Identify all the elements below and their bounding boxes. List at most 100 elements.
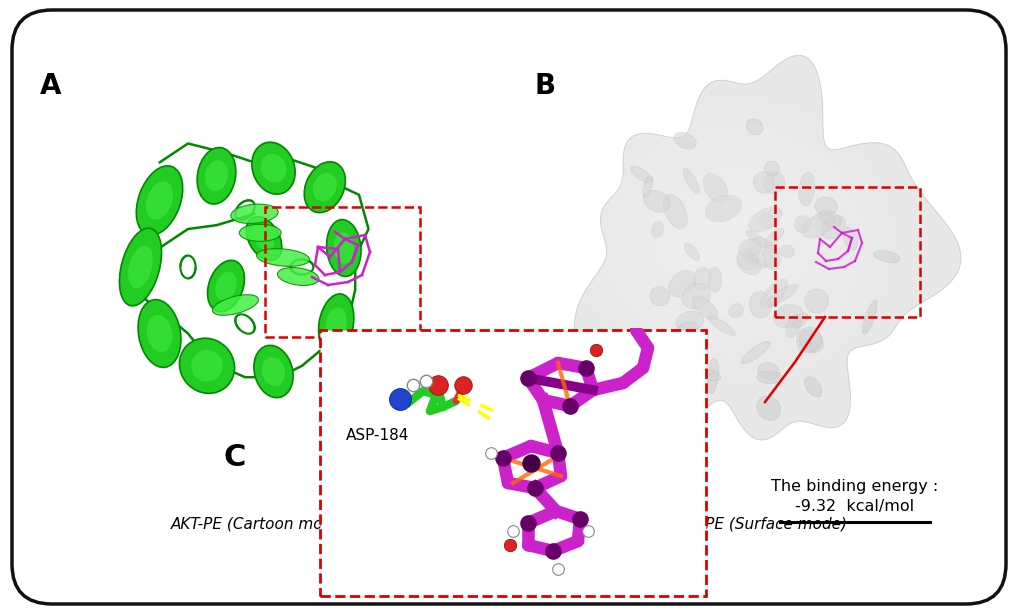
Point bbox=[520, 518, 536, 528]
Point bbox=[391, 394, 408, 404]
Ellipse shape bbox=[804, 289, 827, 313]
Ellipse shape bbox=[799, 330, 822, 353]
Bar bbox=[265, 207, 420, 337]
Ellipse shape bbox=[683, 168, 699, 194]
Point bbox=[579, 526, 595, 536]
Ellipse shape bbox=[759, 279, 787, 308]
Text: B: B bbox=[535, 72, 555, 100]
Ellipse shape bbox=[759, 213, 773, 228]
Ellipse shape bbox=[756, 396, 780, 420]
Ellipse shape bbox=[736, 250, 757, 270]
Ellipse shape bbox=[205, 160, 228, 192]
Ellipse shape bbox=[842, 227, 857, 250]
Point bbox=[520, 373, 536, 383]
Text: -9.32  kcal/mol: -9.32 kcal/mol bbox=[795, 499, 914, 515]
Point bbox=[587, 345, 603, 355]
Ellipse shape bbox=[820, 215, 845, 239]
Ellipse shape bbox=[262, 357, 285, 386]
Ellipse shape bbox=[138, 300, 180, 367]
Ellipse shape bbox=[304, 162, 345, 212]
Ellipse shape bbox=[277, 267, 319, 285]
Text: A: A bbox=[40, 72, 61, 100]
Ellipse shape bbox=[212, 295, 258, 315]
Ellipse shape bbox=[741, 341, 769, 364]
Ellipse shape bbox=[649, 287, 669, 306]
Ellipse shape bbox=[763, 172, 784, 193]
Ellipse shape bbox=[752, 172, 773, 193]
Ellipse shape bbox=[763, 161, 779, 176]
Ellipse shape bbox=[191, 350, 222, 382]
Ellipse shape bbox=[785, 315, 801, 337]
Point bbox=[549, 564, 566, 574]
Ellipse shape bbox=[747, 257, 766, 269]
Ellipse shape bbox=[794, 216, 810, 233]
Ellipse shape bbox=[746, 119, 762, 135]
Point bbox=[429, 380, 445, 390]
Text: The binding energy :: The binding energy : bbox=[770, 479, 937, 494]
Point bbox=[504, 526, 521, 536]
Ellipse shape bbox=[684, 244, 699, 261]
Ellipse shape bbox=[766, 284, 798, 306]
Ellipse shape bbox=[326, 220, 361, 277]
Ellipse shape bbox=[798, 172, 814, 206]
Ellipse shape bbox=[772, 305, 803, 328]
Text: AKT-PE (Cartoon mode): AKT-PE (Cartoon mode) bbox=[171, 517, 348, 531]
Ellipse shape bbox=[630, 166, 652, 183]
Bar bbox=[774, 187, 919, 317]
Ellipse shape bbox=[693, 267, 710, 291]
Ellipse shape bbox=[230, 204, 278, 223]
Ellipse shape bbox=[796, 327, 821, 353]
Ellipse shape bbox=[686, 368, 720, 381]
Point bbox=[482, 448, 498, 458]
Point bbox=[405, 380, 421, 390]
Ellipse shape bbox=[737, 253, 760, 274]
Ellipse shape bbox=[862, 300, 876, 334]
Ellipse shape bbox=[313, 173, 336, 201]
Ellipse shape bbox=[747, 237, 776, 267]
Ellipse shape bbox=[119, 228, 161, 306]
Text: ASP-184: ASP-184 bbox=[345, 428, 409, 443]
Ellipse shape bbox=[246, 217, 281, 261]
Ellipse shape bbox=[738, 239, 760, 257]
Ellipse shape bbox=[692, 296, 717, 319]
Point bbox=[572, 514, 588, 524]
Ellipse shape bbox=[318, 294, 354, 354]
Ellipse shape bbox=[642, 176, 652, 198]
Ellipse shape bbox=[728, 304, 743, 318]
Ellipse shape bbox=[676, 312, 703, 332]
Ellipse shape bbox=[818, 210, 841, 227]
Point bbox=[523, 458, 539, 468]
Ellipse shape bbox=[643, 190, 669, 212]
Ellipse shape bbox=[763, 245, 780, 270]
Ellipse shape bbox=[137, 166, 182, 235]
Ellipse shape bbox=[325, 307, 346, 340]
Point bbox=[418, 376, 434, 386]
Point bbox=[544, 546, 560, 556]
Ellipse shape bbox=[677, 190, 790, 292]
Ellipse shape bbox=[703, 173, 728, 203]
Ellipse shape bbox=[651, 222, 662, 238]
Ellipse shape bbox=[804, 377, 821, 397]
Point bbox=[494, 453, 511, 463]
Ellipse shape bbox=[707, 267, 721, 292]
Ellipse shape bbox=[239, 224, 281, 241]
Ellipse shape bbox=[207, 260, 245, 312]
Point bbox=[578, 363, 594, 373]
Ellipse shape bbox=[197, 147, 235, 204]
Ellipse shape bbox=[757, 362, 779, 379]
Ellipse shape bbox=[256, 248, 309, 266]
Ellipse shape bbox=[745, 230, 768, 249]
Ellipse shape bbox=[261, 154, 286, 182]
Ellipse shape bbox=[674, 132, 696, 149]
Ellipse shape bbox=[651, 167, 815, 315]
Ellipse shape bbox=[147, 315, 172, 352]
Text: C: C bbox=[223, 442, 246, 471]
Point bbox=[527, 483, 543, 493]
Ellipse shape bbox=[705, 195, 741, 222]
Ellipse shape bbox=[779, 245, 794, 258]
Ellipse shape bbox=[627, 144, 841, 337]
Ellipse shape bbox=[662, 194, 687, 229]
Ellipse shape bbox=[748, 291, 770, 318]
Ellipse shape bbox=[671, 322, 698, 347]
Ellipse shape bbox=[128, 245, 153, 288]
